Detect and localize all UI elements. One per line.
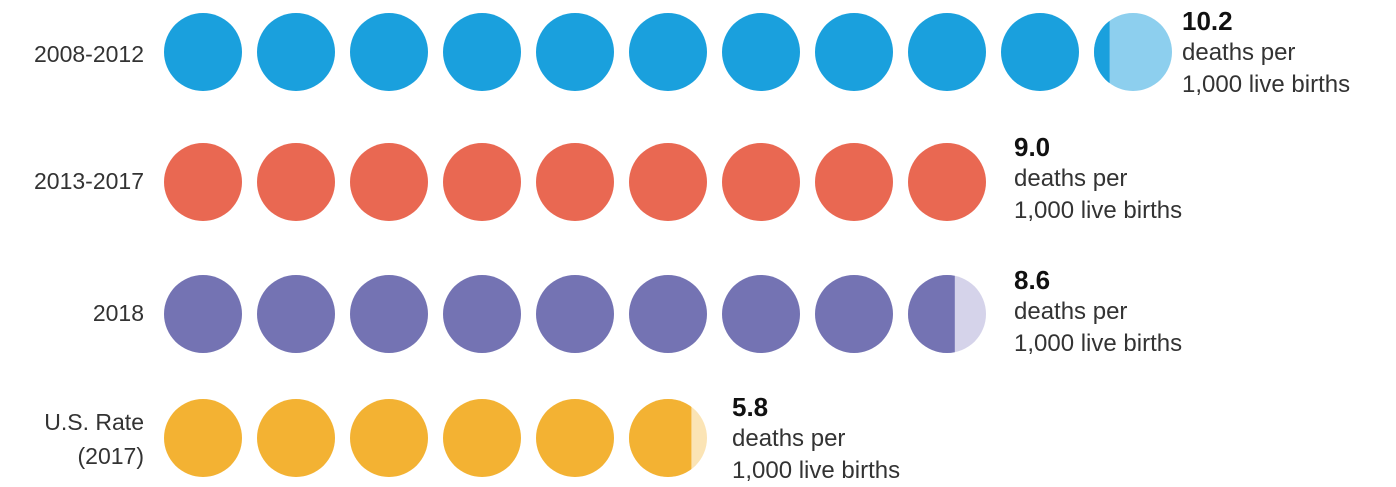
dot-2018-4 xyxy=(443,275,521,353)
dot-2018-2 xyxy=(257,275,335,353)
dot-2008-2012-9 xyxy=(908,13,986,91)
partial-dot-fill xyxy=(908,275,955,353)
dot-u-s-rate-2017-2 xyxy=(257,399,335,477)
unit-line-2: 1,000 live births xyxy=(732,457,901,484)
row-label-2018: 2018 xyxy=(92,300,144,326)
unit-line-1: deaths per xyxy=(1014,165,1128,192)
dot-2008-2012-5 xyxy=(536,13,614,91)
unit-line-1: deaths per xyxy=(1014,298,1128,325)
dot-2013-2017-4 xyxy=(443,143,521,221)
unit-line-2: 1,000 live births xyxy=(1014,330,1183,357)
value-2013-2017: 9.0 xyxy=(1014,132,1051,162)
dot-u-s-rate-2017-4 xyxy=(443,399,521,477)
dot-u-s-rate-2017-3 xyxy=(350,399,428,477)
dot-2013-2017-7 xyxy=(722,143,800,221)
dot-u-s-rate-2017-1 xyxy=(164,399,242,477)
value-block-us-rate: 5.8 deaths per 1,000 live births xyxy=(732,391,900,487)
partial-dot-remainder xyxy=(1094,13,1172,91)
unit-line-2: 1,000 live births xyxy=(1014,197,1183,224)
dot-2008-2012-6 xyxy=(629,13,707,91)
value-block-2018: 8.6 deaths per 1,000 live births xyxy=(1014,264,1182,360)
dot-2013-2017-1 xyxy=(164,143,242,221)
row-label-2008-2012: 2008-2012 xyxy=(34,41,144,67)
dot-2008-2012-7 xyxy=(722,13,800,91)
dot-2018-5 xyxy=(536,275,614,353)
value-2018: 8.6 xyxy=(1014,265,1051,295)
dot-2008-2012-2 xyxy=(257,13,335,91)
dot-2018-3 xyxy=(350,275,428,353)
dot-2018-8 xyxy=(815,275,893,353)
partial-dot-2008-2012 xyxy=(1094,13,1172,91)
row-label-us-rate: U.S. Rate (2017) xyxy=(44,409,144,469)
partial-dot-2018 xyxy=(908,275,986,353)
value-block-2013-2017: 9.0 deaths per 1,000 live births xyxy=(1014,131,1182,227)
dot-2013-2017-5 xyxy=(536,143,614,221)
dot-2008-2012-10 xyxy=(1001,13,1079,91)
dot-2013-2017-8 xyxy=(815,143,893,221)
value-us-rate: 5.8 xyxy=(732,392,769,422)
unit-line-1: deaths per xyxy=(1182,39,1296,66)
dot-2018-7 xyxy=(722,275,800,353)
dot-u-s-rate-2017-5 xyxy=(536,399,614,477)
value-block-2008-2012: 10.2 deaths per 1,000 live births xyxy=(1182,5,1350,101)
partial-dot-fill xyxy=(629,399,692,477)
unit-line-1: deaths per xyxy=(732,425,846,452)
dot-2018-6 xyxy=(629,275,707,353)
dot-2013-2017-9 xyxy=(908,143,986,221)
partial-dot-u-s-rate-2017 xyxy=(629,399,707,477)
dot-2008-2012-4 xyxy=(443,13,521,91)
dot-2008-2012-3 xyxy=(350,13,428,91)
partial-dot-fill xyxy=(1094,13,1110,91)
value-2008-2012: 10.2 xyxy=(1182,6,1233,36)
dot-2008-2012-8 xyxy=(815,13,893,91)
unit-line-2: 1,000 live births xyxy=(1182,71,1351,98)
dot-2008-2012-1 xyxy=(164,13,242,91)
dot-2018-1 xyxy=(164,275,242,353)
dot-2013-2017-6 xyxy=(629,143,707,221)
dot-2013-2017-2 xyxy=(257,143,335,221)
row-label-2013-2017: 2013-2017 xyxy=(34,168,144,194)
dot-2013-2017-3 xyxy=(350,143,428,221)
